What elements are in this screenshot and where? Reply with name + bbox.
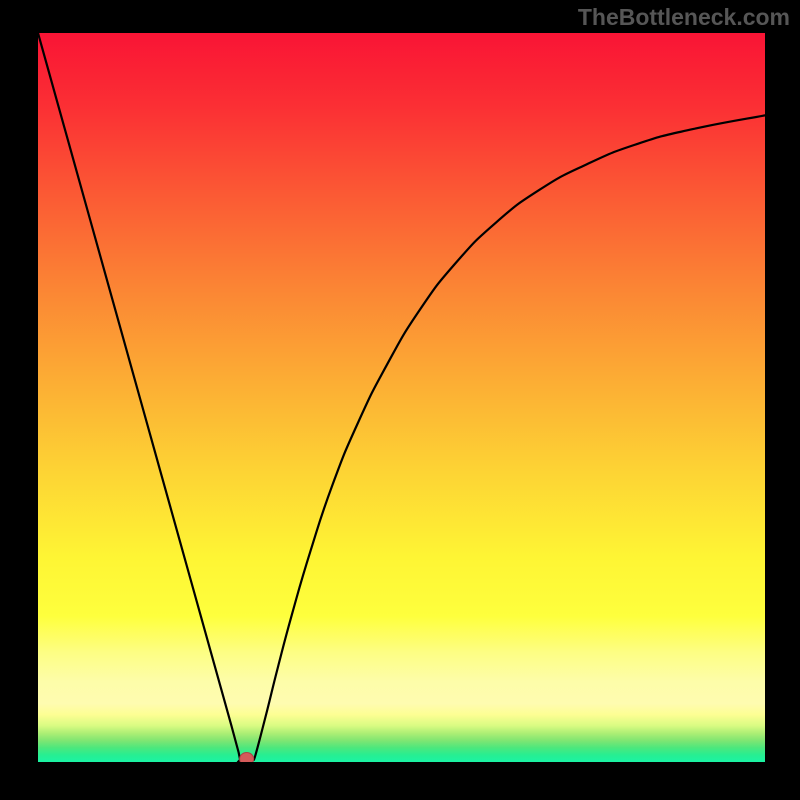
chart-svg [38, 33, 765, 762]
watermark: TheBottleneck.com [578, 4, 790, 31]
chart-background [38, 33, 765, 762]
optimum-marker [240, 753, 254, 763]
chart-container [38, 33, 765, 762]
